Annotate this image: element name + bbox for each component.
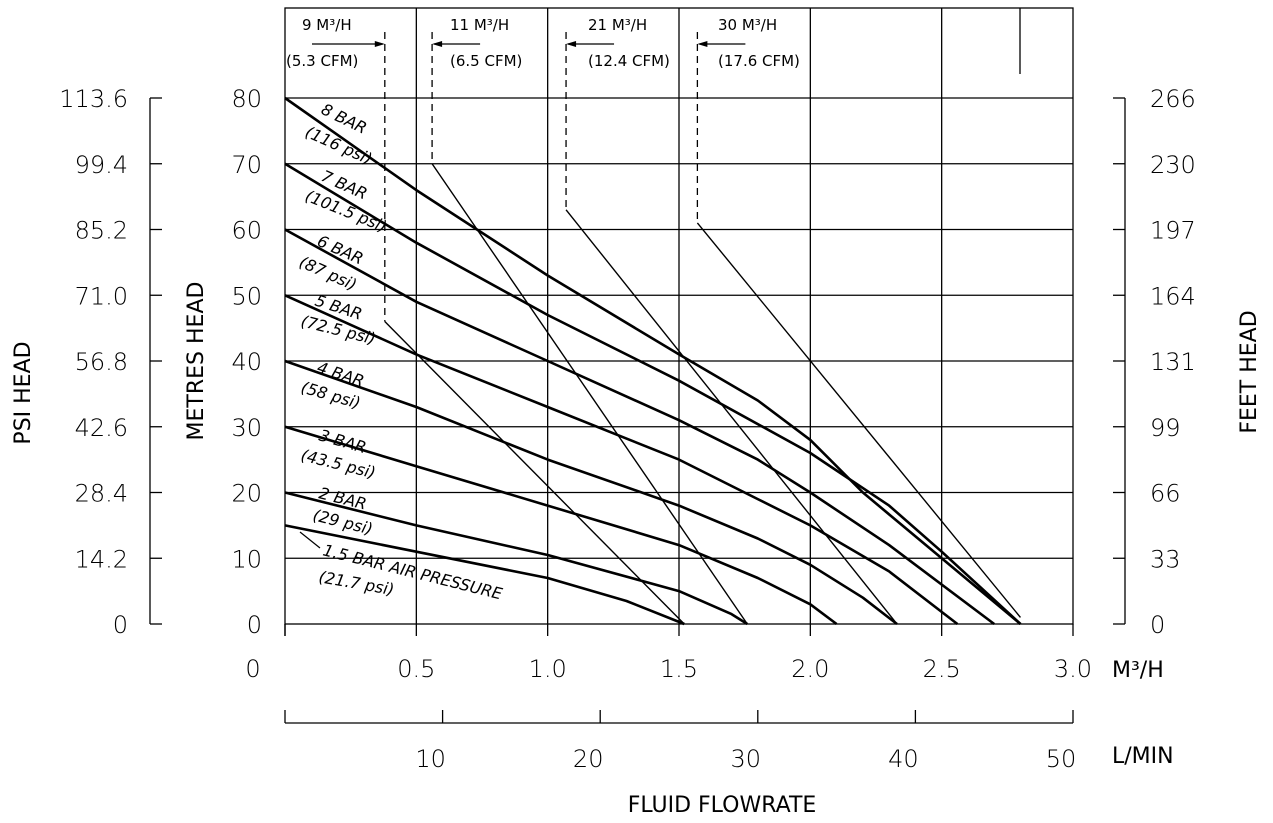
arrow-head <box>566 41 577 47</box>
psi-tick-label: 56.8 <box>75 348 128 376</box>
air-consumption-curves <box>384 32 1022 625</box>
metres-tick-label: 50 <box>231 282 262 310</box>
x-unit-m3h: M³/H <box>1112 658 1164 683</box>
lmin-tick-label: 50 <box>1046 745 1077 773</box>
psi-tick-label: 85.2 <box>75 217 128 245</box>
pressure-curve <box>284 228 995 626</box>
lmin-tick-label: 40 <box>888 745 919 773</box>
lmin-tick-label: 30 <box>731 745 762 773</box>
m3h-tick-label: 0 <box>245 655 260 683</box>
psi-tick-label: 113.6 <box>59 85 128 113</box>
metres-tick-label: 10 <box>231 545 262 573</box>
m3h-tick-label: 2.0 <box>791 655 829 683</box>
x-unit-lmin: L/MIN <box>1112 744 1174 769</box>
air-label-cfm: (12.4 CFM) <box>588 52 670 70</box>
feet-tick-labels: 0 33 66 99 131 164 197 230 266 <box>1150 85 1196 639</box>
arrow-head <box>432 41 443 47</box>
x-axis-title: FLUID FLOWRATE <box>628 793 817 818</box>
feet-tick-label: 0 <box>1150 611 1165 639</box>
air-curve <box>696 222 1022 618</box>
metres-tick-labels: 0 10 20 30 40 50 60 70 80 <box>231 85 262 639</box>
pressure-curve <box>284 491 748 626</box>
psi-tick-label: 14.2 <box>75 545 128 573</box>
psi-tick-label: 0 <box>113 611 128 639</box>
metres-tick-label: 40 <box>231 348 262 376</box>
arrow-head <box>697 41 708 47</box>
side-axes <box>149 97 1126 724</box>
m3h-tick-label: 2.5 <box>923 655 961 683</box>
air-curve <box>384 321 685 625</box>
y-axis-title-feet: FEET HEAD <box>1237 310 1262 433</box>
air-label-cfm: (6.5 CFM) <box>450 52 522 70</box>
lmin-tick-label: 10 <box>415 745 446 773</box>
pressure-curve <box>284 524 685 626</box>
psi-tick-label: 42.6 <box>75 414 128 442</box>
lmin-tick-labels: 10 20 30 40 50 <box>415 745 1076 773</box>
air-label-cfm: (5.3 CFM) <box>286 52 358 70</box>
lmin-tick-label: 20 <box>573 745 604 773</box>
air-label-cfm: (17.6 CFM) <box>718 52 800 70</box>
grid <box>284 7 1074 625</box>
metres-tick-label: 70 <box>231 151 262 179</box>
air-label: 9 M³/H <box>302 16 352 34</box>
pressure-curve <box>284 425 838 626</box>
feet-tick-label: 230 <box>1150 151 1196 179</box>
feet-tick-label: 66 <box>1150 480 1181 508</box>
feet-tick-label: 99 <box>1150 414 1181 442</box>
m3h-tick-label: 0.5 <box>397 655 435 683</box>
feet-tick-label: 164 <box>1150 282 1196 310</box>
metres-tick-label: 80 <box>231 85 262 113</box>
pressure-curve <box>284 96 1022 625</box>
feet-tick-label: 131 <box>1150 348 1196 376</box>
pressure-curve <box>284 294 959 626</box>
air-curve <box>431 163 748 625</box>
arrow-head <box>374 41 385 47</box>
feet-tick-label: 197 <box>1150 217 1196 245</box>
m3h-tick-labels: 0 0.5 1.0 1.5 2.0 2.5 3.0 <box>245 655 1092 683</box>
metres-tick-label: 30 <box>231 414 262 442</box>
y-axis-title-psi: PSI HEAD <box>11 341 36 444</box>
m3h-tick-label: 1.5 <box>660 655 698 683</box>
m3h-tick-label: 1.0 <box>529 655 567 683</box>
psi-tick-labels: 0 14.2 28.4 42.6 56.8 71.0 85.2 99.4 113.6 <box>59 85 128 639</box>
feet-tick-label: 266 <box>1150 85 1196 113</box>
y-axis-title-metres: METRES HEAD <box>184 282 209 441</box>
psi-tick-label: 71.0 <box>75 282 128 310</box>
pressure-curve <box>284 162 1022 625</box>
metres-tick-label: 60 <box>231 217 262 245</box>
metres-tick-label: 20 <box>231 480 262 508</box>
feet-tick-label: 33 <box>1150 545 1181 573</box>
m3h-tick-label: 3.0 <box>1054 655 1092 683</box>
psi-tick-label: 99.4 <box>75 151 128 179</box>
psi-tick-label: 28.4 <box>75 480 128 508</box>
air-curve <box>565 209 898 625</box>
pressure-curve-labels: 8 BAR(116 psi)7 BAR(101.5 psi)6 BAR(87 p… <box>296 100 505 604</box>
pressure-curve <box>284 359 898 626</box>
air-label: 30 M³/H <box>718 16 777 34</box>
pressure-curves <box>284 96 1022 626</box>
air-consumption-labels: 9 M³/H (5.3 CFM) 11 M³/H (6.5 CFM) 21 M³/H (1… <box>286 16 800 70</box>
metres-tick-label: 0 <box>247 611 262 639</box>
label-leader <box>299 531 321 549</box>
air-label: 21 M³/H <box>588 16 647 34</box>
air-label: 11 M³/H <box>450 16 509 34</box>
